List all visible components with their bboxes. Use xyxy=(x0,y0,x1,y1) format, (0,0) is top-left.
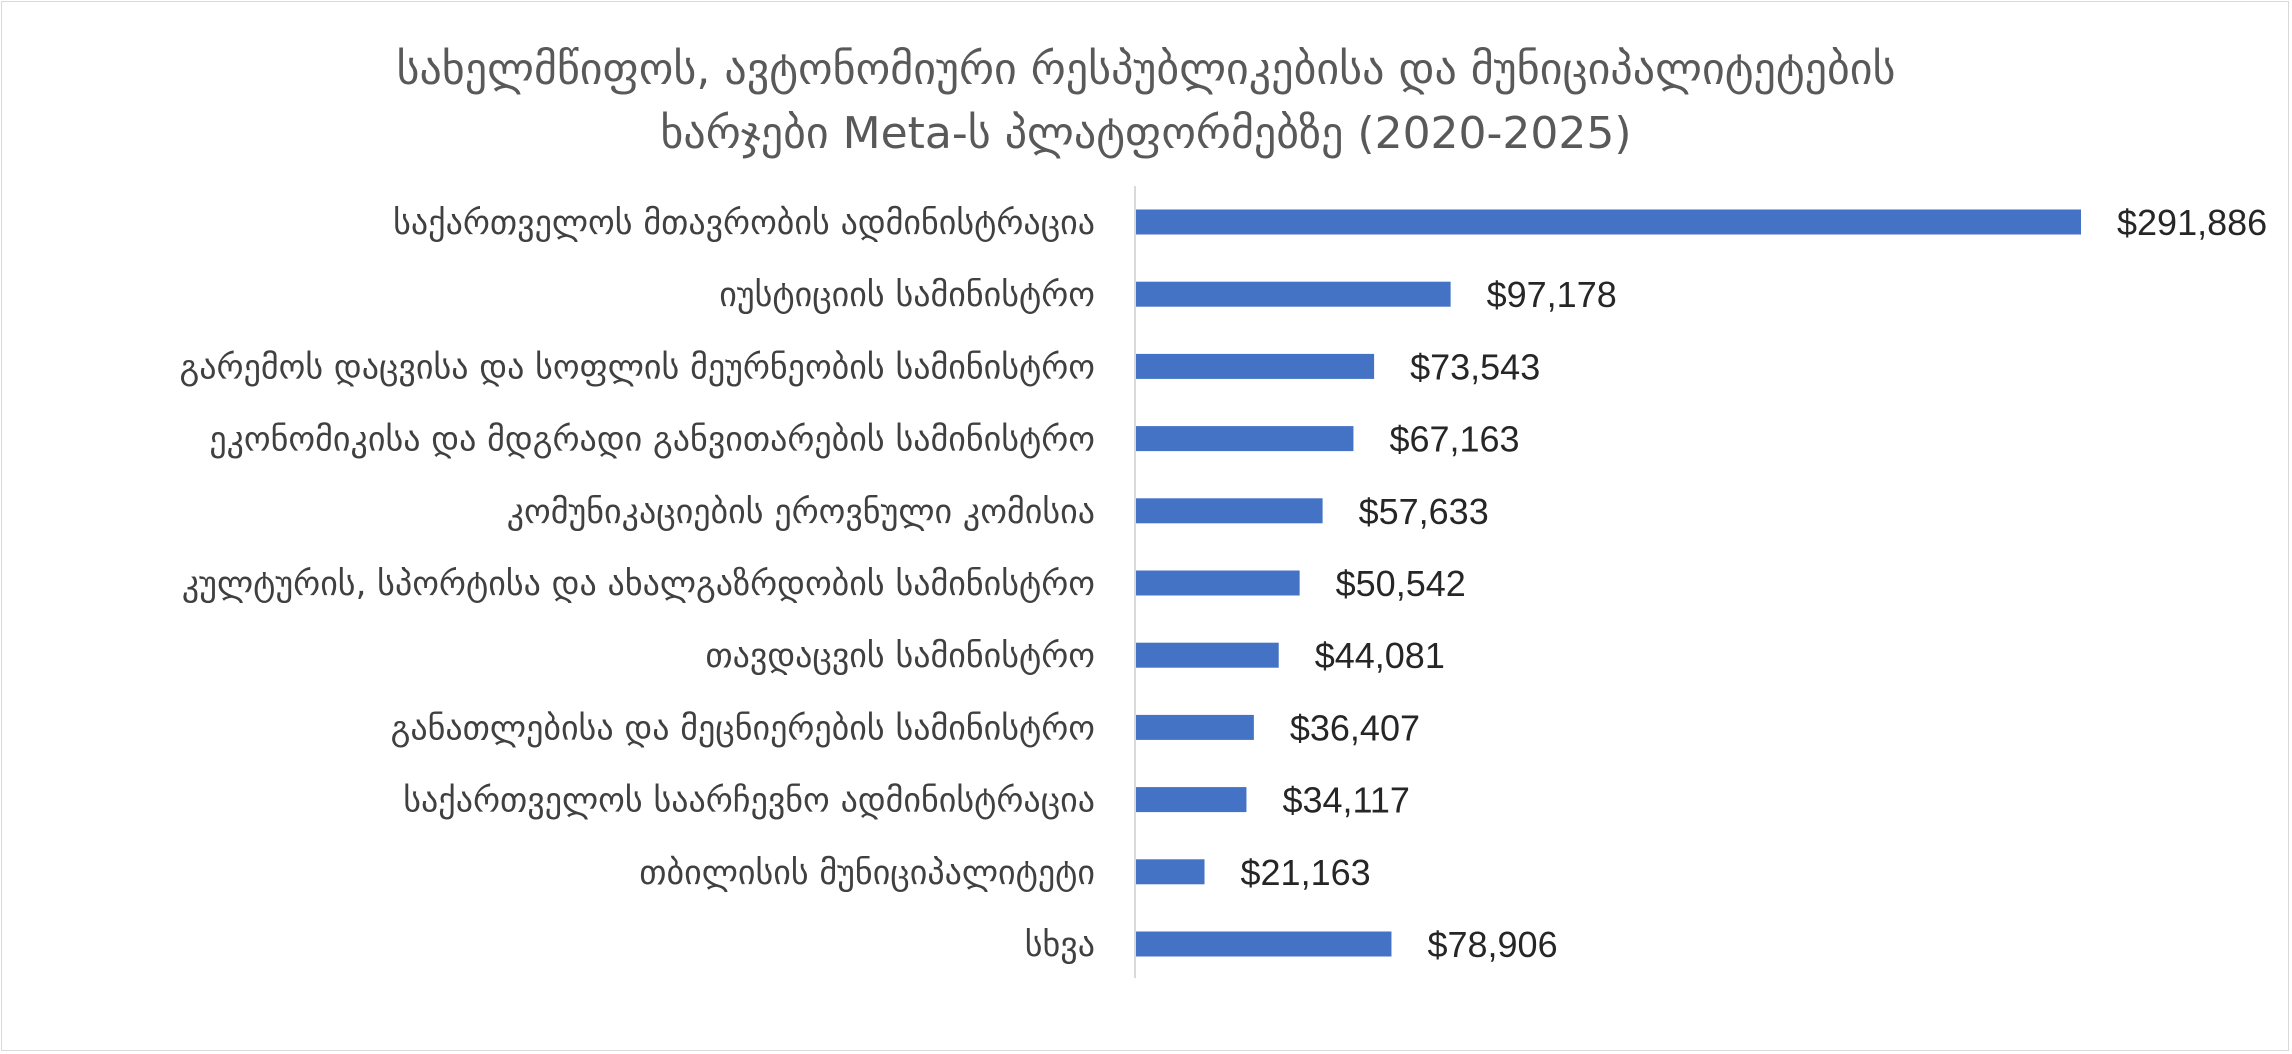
category-label: კულტურის, სპორტისა და ახალგაზრდობის სამი… xyxy=(182,564,1095,604)
bar xyxy=(1136,570,1300,596)
data-label: $44,081 xyxy=(1315,635,1445,676)
bar xyxy=(1136,353,1375,379)
data-label: $97,178 xyxy=(1487,274,1617,315)
chart-title: სახელმწიფოს, ავტონომიური რესპუბლიკებისა … xyxy=(0,38,2292,166)
data-label: $36,407 xyxy=(1290,707,1420,748)
bar xyxy=(1136,787,1247,813)
category-label: განათლებისა და მეცნიერების სამინისტრო xyxy=(391,708,1095,748)
category-label: სხვა xyxy=(1025,925,1095,965)
bar xyxy=(1136,642,1279,668)
category-label: საქართველოს საარჩევნო ადმინისტრაცია xyxy=(403,781,1095,821)
bar xyxy=(1136,281,1451,307)
category-label: თბილისის მუნიციპალიტეტი xyxy=(639,853,1095,893)
data-label: $78,906 xyxy=(1427,924,1557,965)
bar xyxy=(1136,498,1323,524)
bar xyxy=(1136,426,1354,452)
category-label: კომუნიკაციების ეროვნული კომისია xyxy=(507,492,1095,532)
data-label: $73,543 xyxy=(1410,346,1540,387)
category-label: იუსტიციის სამინისტრო xyxy=(719,275,1095,315)
category-label: ეკონომიკისა და მდგრადი განვითარების სამი… xyxy=(209,420,1095,460)
data-label: $34,117 xyxy=(1282,780,1409,821)
chart-title-line-1: სახელმწიფოს, ავტონომიური რესპუბლიკებისა … xyxy=(396,44,1896,95)
data-label: $50,542 xyxy=(1336,563,1466,604)
category-label: საქართველოს მთავრობის ადმინისტრაცია xyxy=(393,203,1095,243)
data-label: $67,163 xyxy=(1389,419,1519,460)
chart-title-line-2: ხარჯები Meta-ს პლატფორმებზე (2020-2025) xyxy=(660,108,1632,159)
category-label: გარემოს დაცვისა და სოფლის მეურნეობის სამ… xyxy=(180,347,1096,387)
bar xyxy=(1136,209,2081,235)
bar xyxy=(1136,859,1205,885)
data-label: $57,633 xyxy=(1359,491,1489,532)
data-label: $291,886 xyxy=(2117,202,2267,243)
bar xyxy=(1136,714,1254,740)
category-label: თავდაცვის სამინისტრო xyxy=(705,636,1095,676)
data-label: $21,163 xyxy=(1241,852,1371,893)
bar xyxy=(1136,931,1392,957)
